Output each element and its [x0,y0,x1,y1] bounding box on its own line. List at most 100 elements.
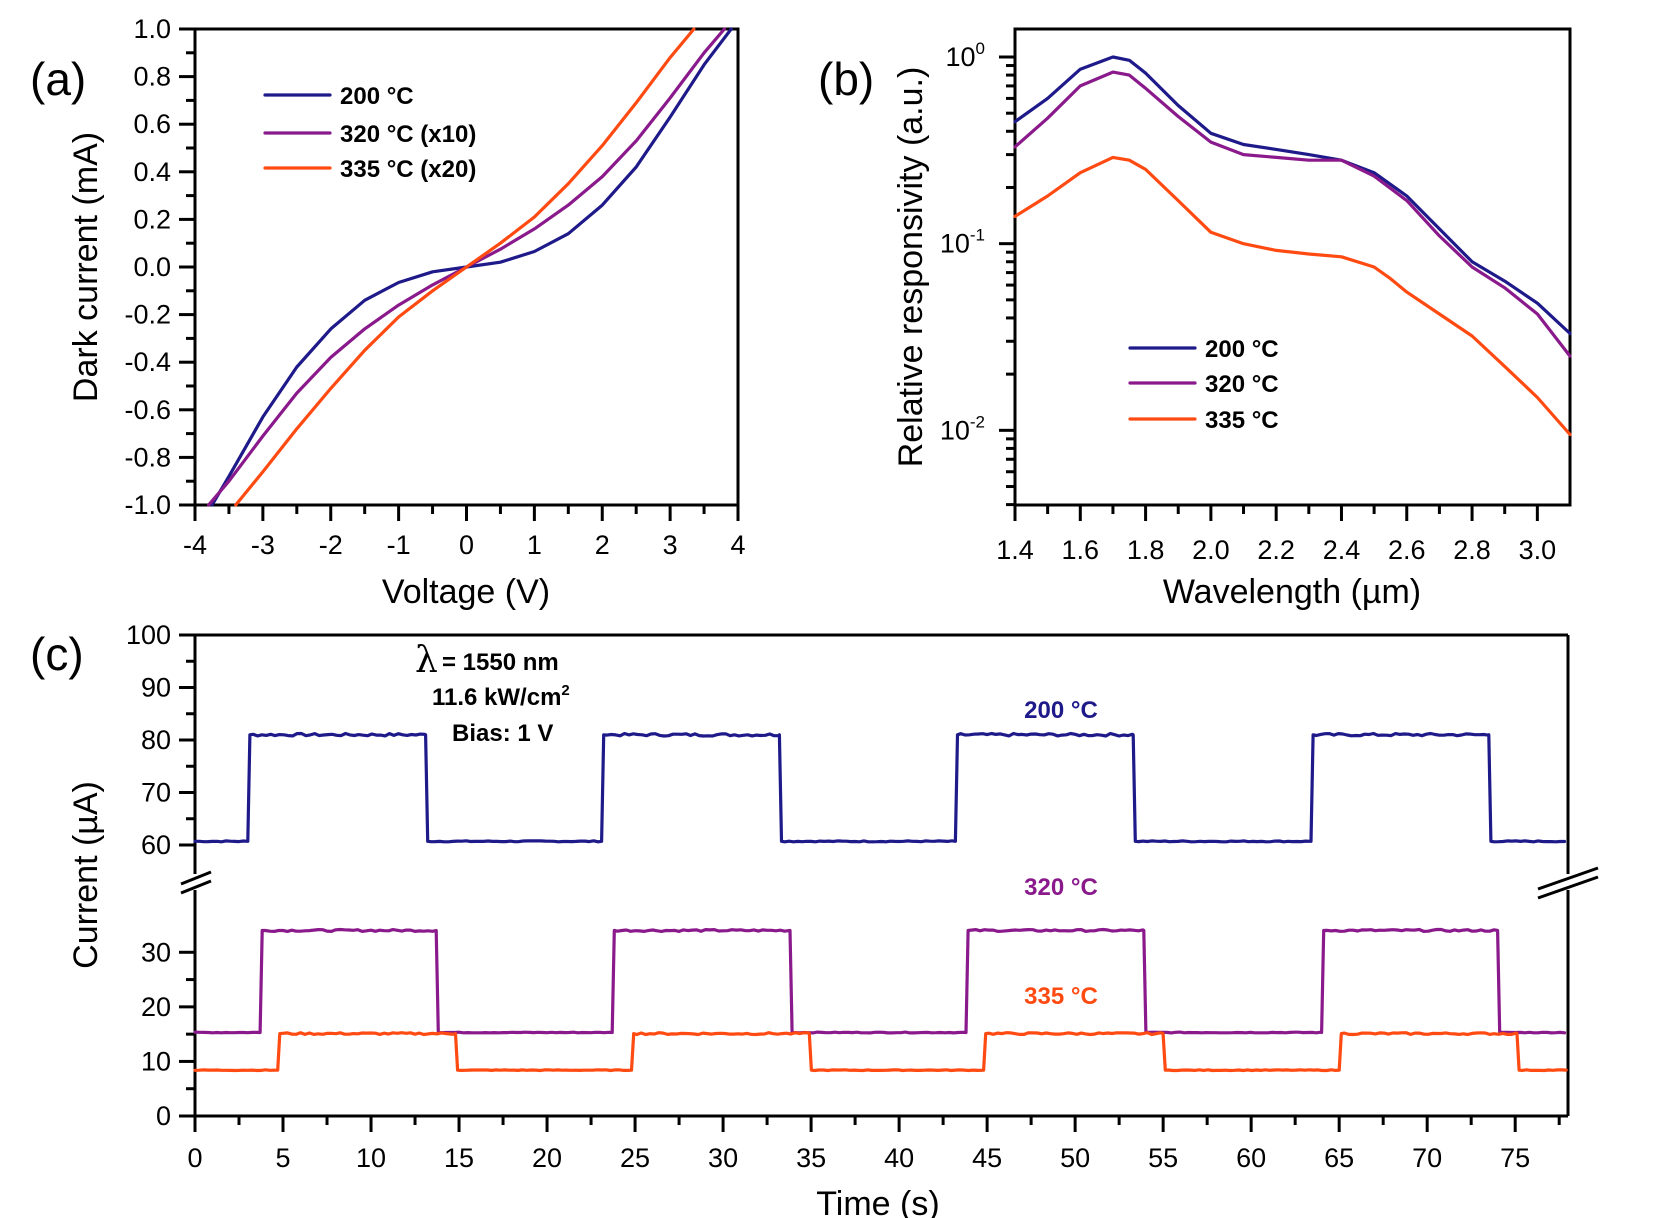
x-tick-label: 10 [356,1143,386,1173]
panel-c-annotation: λ = 1550 nm 11.6 kW/cm2 Bias: 1 V [415,640,570,747]
x-tick-label: 45 [972,1143,1002,1173]
panel-a-x-axis-title: Voltage (V) [382,573,550,611]
x-tick-label: 1.4 [996,535,1034,565]
y-tick-label: 10 [141,1046,171,1076]
x-tick-label: 15 [444,1143,474,1173]
panel-b-label: (b) [818,53,874,105]
panel-c-y-axis-title: Current (µA) [67,781,105,969]
x-tick-label: -1 [387,530,411,560]
y-tick-label: 100 [945,39,985,72]
y-tick-label: -0.4 [124,347,171,377]
x-tick-label: 70 [1412,1143,1442,1173]
panel-a-series-line-0 [210,27,733,507]
axis-break-mark [180,870,212,886]
panel-b-curves [1013,55,1572,437]
panel-c-series-label-320: 320 °C [1024,874,1098,901]
panel-c-y-ticks: 60 70 80 90 100 0 10 20 30 [126,620,195,1131]
y-tick-label: 0.0 [133,252,171,282]
y-tick-label: 60 [141,830,171,860]
panel-a-legend-label-200: 200 °C [340,83,414,110]
y-tick-label: -0.2 [124,300,171,330]
panel-b: 1.4 1.6 1.8 2.0 2.2 2.4 2.6 2.8 3.0 10010-110-2 … [818,27,1572,611]
y-tick-label: 100 [126,620,171,650]
x-tick-label: 35 [796,1143,826,1173]
panel-b-legend-label-320: 320 °C [1205,371,1279,398]
x-tick-label: 50 [1060,1143,1090,1173]
panel-a: -4 -3 -2 -1 0 1 2 3 4 -1.0 -0.8 -0.6 -0.4 -0.2 0.0 0.2… [30,14,746,611]
x-tick-label: 0 [187,1143,202,1173]
x-tick-label: -3 [251,530,275,560]
panel-a-label: (a) [30,53,86,105]
y-tick-label: 80 [141,725,171,755]
panel-a-legend-label-320: 320 °C (x10) [340,121,476,148]
panel-b-x-ticks: 1.4 1.6 1.8 2.0 2.2 2.4 2.6 2.8 3.0 [996,505,1556,565]
x-tick-label: 3 [663,530,678,560]
x-tick-label: 1 [527,530,542,560]
panel-a-curves [207,27,733,507]
x-tick-label: 2 [595,530,610,560]
y-tick-label: 10-2 [940,412,985,445]
axis-break-mark [1537,875,1599,900]
x-tick-label: 25 [620,1143,650,1173]
annotation-wavelength: = 1550 nm [442,649,559,676]
axis-break-mark [180,879,212,895]
y-tick-label: 0.6 [133,109,171,139]
y-tick-label: 30 [141,937,171,967]
y-tick-label: -0.8 [124,442,171,472]
x-tick-label: 60 [1236,1143,1266,1173]
panel-b-series-line-1 [1013,70,1572,358]
y-tick-label: -1.0 [124,490,171,520]
panel-c-axis-break-right [1537,866,1599,900]
panel-b-y-axis-title: Relative responsivity (a.u.) [892,67,930,468]
panel-a-legend-label-335: 335 °C (x20) [340,156,476,183]
x-tick-label: 20 [532,1143,562,1173]
panel-c-label: (c) [30,628,84,680]
y-tick-label: 1.0 [133,14,171,44]
panel-c-series-label-200: 200 °C [1024,697,1098,724]
panel-a-legend: 200 °C 320 °C (x10) 335 °C (x20) [263,83,476,183]
y-tick-label: 70 [141,778,171,808]
panel-b-y-ticks: 100 10-1 10-2 [940,39,1015,507]
x-tick-label: 65 [1324,1143,1354,1173]
panel-c: 0 5 10 15 20 25 30 35 40 45 50 55 60 65 70 75 60 70 80 90 1… [30,620,1599,1218]
x-tick-label: 1.8 [1127,535,1165,565]
panel-b-legend-label-335: 335 °C [1205,407,1279,434]
x-tick-label: 0 [459,530,474,560]
x-tick-label: -4 [183,530,207,560]
panel-a-y-ticks: -1.0 -0.8 -0.6 -0.4 -0.2 0.0 0.2 0.4 0.6 0.8 1.0 [124,14,195,520]
panel-c-series-line-1 [193,927,1567,1035]
annotation-bias: Bias: 1 V [452,720,553,747]
y-tick-label: 0.4 [133,157,171,187]
x-tick-label: 75 [1500,1143,1530,1173]
panel-a-x-ticks: -4 -3 -2 -1 0 1 2 3 4 [183,505,746,560]
panel-c-series-line-2 [193,1031,1568,1073]
x-tick-label: 5 [275,1143,290,1173]
panel-c-series-line-0 [193,731,1567,844]
x-tick-label: 2.0 [1192,535,1230,565]
panel-a-y-axis-title: Dark current (mA) [67,132,105,402]
panel-b-x-axis-title: Wavelength (µm) [1163,573,1421,611]
x-tick-label: 1.6 [1062,535,1100,565]
y-tick-label: 0.8 [133,62,171,92]
panel-b-frame [1013,27,1572,507]
panel-c-axis-break-left [180,870,212,895]
panel-b-series-line-0 [1013,55,1572,336]
panel-c-x-ticks: 0 5 10 15 20 25 30 35 40 45 50 55 60 65 70 75 [187,1116,1561,1173]
x-tick-label: -2 [319,530,343,560]
y-tick-label: 20 [141,992,171,1022]
x-tick-label: 2.4 [1323,535,1361,565]
panel-c-curves [193,731,1568,1073]
panel-b-legend: 200 °C 320 °C 335 °C [1128,336,1279,434]
y-tick-label: -0.6 [124,395,171,425]
lambda-symbol: λ [415,640,438,681]
y-tick-label: 0 [156,1101,171,1131]
y-tick-label: 90 [141,673,171,703]
x-tick-label: 4 [730,530,745,560]
panel-b-legend-label-200: 200 °C [1205,336,1279,363]
panel-a-series-line-2 [234,27,696,507]
x-tick-label: 30 [708,1143,738,1173]
panel-c-x-axis-title: Time (s) [816,1185,939,1218]
panel-c-series-label-335: 335 °C [1024,983,1098,1010]
y-tick-label: 10-1 [940,226,985,259]
